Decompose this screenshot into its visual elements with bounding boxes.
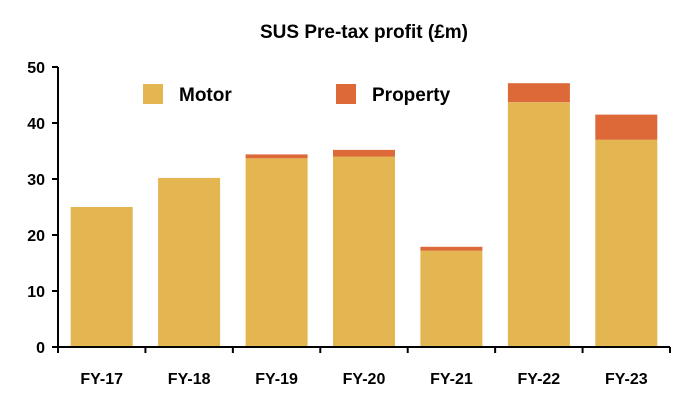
x-axis: FY-17 FY-18 FY-19 FY-20 FY-21 FY-22 FY-23 xyxy=(57,346,671,388)
y-tick-label: 20 xyxy=(27,228,45,245)
bar-property-fy-21 xyxy=(420,246,483,251)
bar-property-fy-20 xyxy=(333,149,395,157)
bar-motor-fy-21 xyxy=(420,250,483,347)
x-tick-label: FY-18 xyxy=(168,371,211,388)
legend-swatch-motor xyxy=(143,84,163,104)
x-tick-label: FY-17 xyxy=(80,371,123,388)
y-tick-label: 30 xyxy=(27,172,45,189)
x-tick-label: FY-19 xyxy=(255,371,298,388)
bar-motor-fy-22 xyxy=(507,102,570,347)
legend-label-property: Property xyxy=(372,85,451,106)
x-tick-label: FY-21 xyxy=(430,371,473,388)
y-tick-label: 40 xyxy=(27,116,45,133)
y-axis: 0 10 20 30 40 50 xyxy=(27,60,59,357)
bar-property-fy-23 xyxy=(595,114,658,140)
bar-motor-fy-20 xyxy=(333,156,395,347)
chart-title: SUS Pre-tax profit (£m) xyxy=(260,22,468,43)
x-tick-label: FY-22 xyxy=(518,371,561,388)
bar-motor-fy-23 xyxy=(595,139,658,347)
bar-motor-fy-19 xyxy=(245,158,308,347)
bar-property-fy-22 xyxy=(507,83,570,103)
bar-property-fy-19 xyxy=(245,154,308,159)
bars xyxy=(70,83,658,347)
bar-motor-fy-17 xyxy=(70,207,133,347)
legend: Motor Property xyxy=(143,84,451,106)
legend-label-motor: Motor xyxy=(179,85,232,106)
bar-motor-fy-18 xyxy=(158,177,221,347)
y-tick-label: 50 xyxy=(27,60,45,77)
x-tick-label: FY-23 xyxy=(605,371,648,388)
y-tick-label: 10 xyxy=(27,284,45,301)
y-tick-label: 0 xyxy=(36,340,45,357)
x-tick-label: FY-20 xyxy=(343,371,386,388)
legend-swatch-property xyxy=(336,84,356,104)
